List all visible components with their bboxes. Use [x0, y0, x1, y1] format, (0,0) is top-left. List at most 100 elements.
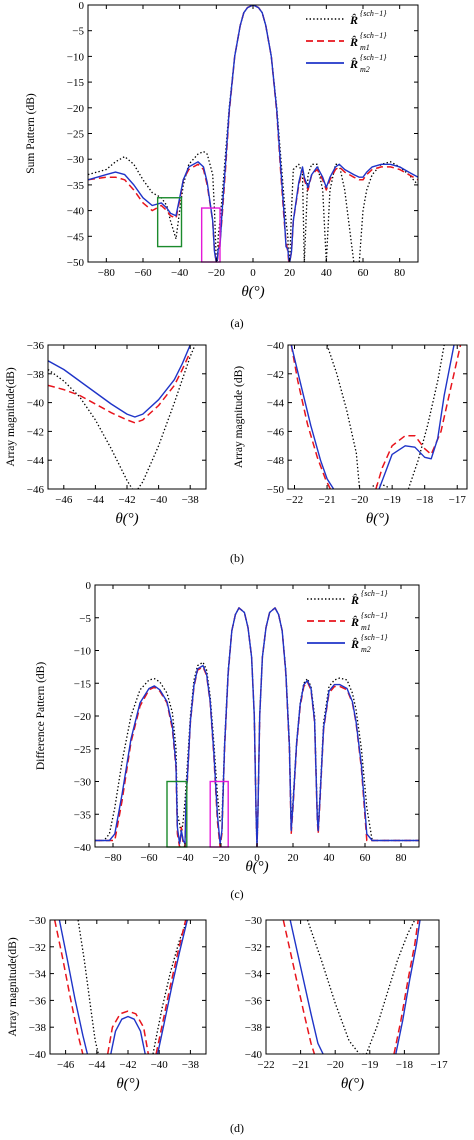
- legend-superscript: {sch−1}: [361, 611, 388, 620]
- x-tick-label: 60: [358, 267, 370, 279]
- series-line-s1-part2: [152, 920, 188, 1054]
- x-tick-label: −20: [327, 1059, 345, 1071]
- series-line-s1: [77, 920, 100, 1054]
- x-tick-label: 20: [288, 852, 300, 864]
- x-tick-label: 20: [284, 267, 296, 279]
- series-line-s1: [95, 607, 419, 847]
- figure-caption: (a): [230, 316, 243, 330]
- plot-frame: [265, 919, 440, 1055]
- y-tick-label: −40: [267, 340, 285, 352]
- y-tick-label: −38: [27, 369, 45, 381]
- x-tick-label: 80: [396, 852, 408, 864]
- y-tick-label: 0: [86, 580, 92, 592]
- series-line-m1: [282, 920, 316, 1054]
- series-line-s1-part3: [407, 345, 445, 489]
- zoom-box-1: [156, 197, 183, 248]
- y-tick-label: −32: [29, 942, 46, 954]
- x-axis-label: θ(°): [115, 511, 138, 527]
- x-tick-label: −42: [118, 494, 135, 506]
- y-tick-label: −10: [74, 646, 92, 658]
- x-tick-label: −20: [212, 852, 230, 864]
- legend-subscript-m1: m1: [361, 623, 371, 632]
- x-tick-label: −19: [361, 1059, 379, 1071]
- y-tick-label: −40: [67, 206, 85, 218]
- y-tick-label: 0: [79, 0, 85, 12]
- y-tick-label: −44: [267, 398, 285, 410]
- x-tick-label: −40: [151, 1059, 169, 1071]
- y-tick-label: −34: [29, 969, 47, 981]
- chart-b_left: −46 −44 −42 −40 −38 −36 −38 −40 −42 −44 −46 θ(°) Arr…: [5, 340, 244, 565]
- legend-label-s1: R̂: [350, 593, 359, 607]
- x-tick-label: 40: [321, 267, 333, 279]
- chart-b_right: −22 −21 −20 −19 −18 −17 −40 −42 −44 −46 −48 −50 θ(°)…: [233, 340, 468, 527]
- x-axis-label: θ(°): [241, 284, 264, 300]
- series-line-m2: [48, 345, 191, 418]
- series-line-m2-part2: [395, 920, 421, 1054]
- series-line-s1: [326, 345, 361, 489]
- series-line-m1: [48, 351, 191, 424]
- x-tick-label: −44: [87, 494, 105, 506]
- x-tick-label: −46: [55, 494, 73, 506]
- series-line-m2-part3: [156, 920, 188, 1054]
- series-line-m1-part2: [106, 1010, 150, 1054]
- x-tick-label: −42: [119, 1059, 136, 1071]
- series-line-m1: [53, 920, 84, 1054]
- x-tick-label: −44: [88, 1059, 106, 1071]
- y-tick-label: −34: [245, 969, 263, 981]
- x-tick-label: −22: [286, 494, 303, 506]
- legend-label-s1: R̂: [349, 13, 358, 27]
- chart-d_right: −22 −21 −20 −19 −18 −17 −30 −32 −34 −36 −38 −40 θ(°): [245, 915, 448, 1092]
- y-tick-label: −35: [67, 180, 85, 192]
- series-line-s1-part2: [372, 484, 390, 489]
- figure-caption: (b): [230, 551, 244, 565]
- y-tick-label: −5: [72, 26, 84, 38]
- x-axis-label: θ(°): [366, 511, 389, 527]
- series-line-m2: [289, 920, 324, 1054]
- series-line-m2: [88, 5, 418, 262]
- y-tick-label: −36: [245, 995, 263, 1007]
- chart-d_left: −46 −44 −42 −40 −38 −30 −32 −34 −36 −38 −40 θ(°) Arr…: [7, 915, 244, 1135]
- x-tick-label: −22: [257, 1059, 274, 1071]
- x-tick-label: −21: [292, 1059, 309, 1071]
- figure-caption: (c): [230, 887, 243, 901]
- figure-caption: (d): [230, 1121, 244, 1135]
- y-tick-label: −38: [29, 1022, 47, 1034]
- series-line-m2-part2: [110, 1015, 146, 1054]
- y-tick-label: −25: [74, 744, 92, 756]
- y-tick-label: −25: [67, 129, 85, 141]
- y-tick-label: −36: [29, 995, 47, 1007]
- chart-c: −80 −60 −40 −20 0 20 40 60 80 0 −5 −10 −15 −20 −25 −30 −…: [35, 580, 420, 901]
- x-tick-label: −40: [176, 852, 194, 864]
- x-tick-label: −21: [318, 494, 335, 506]
- x-tick-label: −80: [98, 267, 116, 279]
- x-axis-label: θ(°): [341, 1076, 364, 1092]
- legend-superscript: {sch−1}: [361, 633, 388, 642]
- x-tick-label: −18: [416, 494, 434, 506]
- y-tick-label: −32: [245, 942, 262, 954]
- series-line-m2: [58, 920, 89, 1054]
- x-tick-label: −60: [134, 267, 152, 279]
- legend-subscript-m1: m1: [360, 43, 370, 52]
- series-line-m2: [290, 345, 335, 489]
- y-tick-label: −35: [74, 809, 92, 821]
- y-tick-label: −45: [67, 231, 85, 243]
- y-tick-label: −40: [245, 1049, 263, 1061]
- y-tick-label: −40: [27, 398, 45, 410]
- series-line-m1-part2: [375, 345, 462, 489]
- y-axis-label: Array magnitude(dB): [7, 937, 19, 1036]
- y-tick-label: −30: [74, 777, 92, 789]
- plot-frame: [287, 344, 468, 490]
- series-line-m1-part3: [155, 920, 187, 1054]
- y-tick-label: −42: [267, 369, 284, 381]
- y-tick-label: −20: [74, 711, 92, 723]
- y-tick-label: −36: [27, 340, 45, 352]
- x-axis-label: θ(°): [116, 1076, 139, 1092]
- series-line-m1-part2: [393, 920, 419, 1054]
- x-tick-label: −20: [351, 494, 369, 506]
- y-tick-label: −50: [267, 484, 285, 496]
- y-tick-label: −40: [29, 1049, 47, 1061]
- y-axis-label: Array magnitude (dB): [233, 366, 245, 468]
- x-tick-label: −17: [449, 494, 467, 506]
- series-line-m1: [95, 607, 419, 847]
- series-line-s1: [306, 920, 416, 1054]
